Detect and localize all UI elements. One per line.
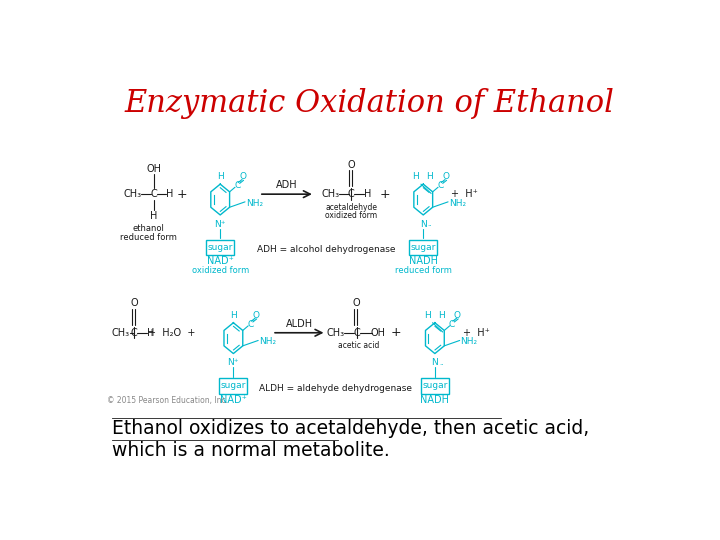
Text: H: H	[230, 310, 237, 320]
Text: © 2015 Pearson Education, Inc.: © 2015 Pearson Education, Inc.	[107, 396, 228, 405]
Text: H: H	[147, 328, 154, 338]
Text: CH₃: CH₃	[327, 328, 345, 338]
FancyBboxPatch shape	[206, 240, 234, 255]
Text: CH₃: CH₃	[321, 189, 339, 199]
Text: +: +	[176, 188, 186, 201]
Text: oxidized form: oxidized form	[192, 266, 249, 275]
Text: ALDH = aldehyde dehydrogenase: ALDH = aldehyde dehydrogenase	[259, 384, 412, 393]
Text: NH₂: NH₂	[246, 199, 263, 208]
Text: C: C	[150, 189, 157, 199]
Text: NH₂: NH₂	[259, 338, 276, 347]
Text: NH₂: NH₂	[460, 338, 477, 347]
Text: O: O	[454, 310, 461, 320]
Text: H: H	[426, 172, 433, 181]
Text: +: +	[391, 326, 402, 339]
Text: +: +	[379, 188, 390, 201]
Text: sugar: sugar	[410, 243, 436, 252]
Text: O: O	[239, 172, 246, 181]
Text: O: O	[253, 310, 259, 320]
Text: ethanol: ethanol	[132, 224, 164, 233]
Text: O: O	[130, 299, 138, 308]
Text: +  H⁺: + H⁺	[451, 189, 478, 199]
FancyBboxPatch shape	[220, 378, 248, 394]
Text: C: C	[131, 328, 138, 338]
Text: ADH: ADH	[276, 180, 297, 190]
Text: H: H	[150, 211, 157, 221]
Text: N⁺: N⁺	[228, 359, 239, 367]
Text: sugar: sugar	[422, 381, 448, 390]
Text: H: H	[166, 189, 174, 199]
Text: OH: OH	[146, 164, 161, 174]
Text: NAD⁺: NAD⁺	[220, 395, 247, 405]
Text: C: C	[234, 181, 240, 190]
Text: ALDH: ALDH	[286, 319, 312, 328]
Text: +  H⁺: + H⁺	[462, 328, 490, 338]
Text: ··: ··	[438, 362, 444, 368]
Text: NH₂: NH₂	[449, 199, 466, 208]
Text: NADH: NADH	[409, 256, 438, 266]
FancyBboxPatch shape	[409, 240, 437, 255]
Text: H: H	[364, 189, 371, 199]
Text: C: C	[348, 189, 354, 199]
Text: H: H	[412, 172, 419, 181]
Text: H: H	[438, 310, 444, 320]
Text: +  H₂O  +: + H₂O +	[148, 328, 195, 338]
Text: reduced form: reduced form	[120, 233, 176, 242]
Text: O: O	[347, 160, 355, 170]
Text: reduced form: reduced form	[395, 266, 451, 275]
Text: acetic acid: acetic acid	[338, 341, 379, 350]
Text: oxidized form: oxidized form	[325, 211, 377, 220]
Text: ··: ··	[427, 224, 432, 230]
Text: N: N	[431, 359, 438, 367]
Text: ADH = alcohol dehydrogenase: ADH = alcohol dehydrogenase	[256, 245, 395, 254]
Text: which is a normal metabolite.: which is a normal metabolite.	[112, 441, 390, 460]
Text: Enzymatic Oxidation of Ethanol: Enzymatic Oxidation of Ethanol	[124, 88, 614, 119]
Text: OH: OH	[371, 328, 386, 338]
Text: CH₃: CH₃	[112, 328, 130, 338]
Text: O: O	[353, 299, 361, 308]
Text: C: C	[248, 320, 253, 329]
Text: N⁺: N⁺	[215, 220, 226, 229]
Text: acetaldehyde: acetaldehyde	[325, 202, 377, 212]
Text: sugar: sugar	[221, 381, 246, 390]
Text: NADH: NADH	[420, 395, 449, 405]
FancyBboxPatch shape	[421, 378, 449, 394]
Text: sugar: sugar	[207, 243, 233, 252]
Text: NAD⁺: NAD⁺	[207, 256, 233, 266]
Text: N: N	[420, 220, 427, 229]
Text: C: C	[437, 181, 444, 190]
Text: H: H	[217, 172, 224, 181]
Text: H: H	[424, 310, 431, 320]
Text: O: O	[442, 172, 449, 181]
Text: C: C	[449, 320, 455, 329]
Text: Ethanol oxidizes to acetaldehyde, then acetic acid,: Ethanol oxidizes to acetaldehyde, then a…	[112, 419, 589, 438]
Text: CH₃: CH₃	[124, 189, 142, 199]
Text: C: C	[354, 328, 360, 338]
